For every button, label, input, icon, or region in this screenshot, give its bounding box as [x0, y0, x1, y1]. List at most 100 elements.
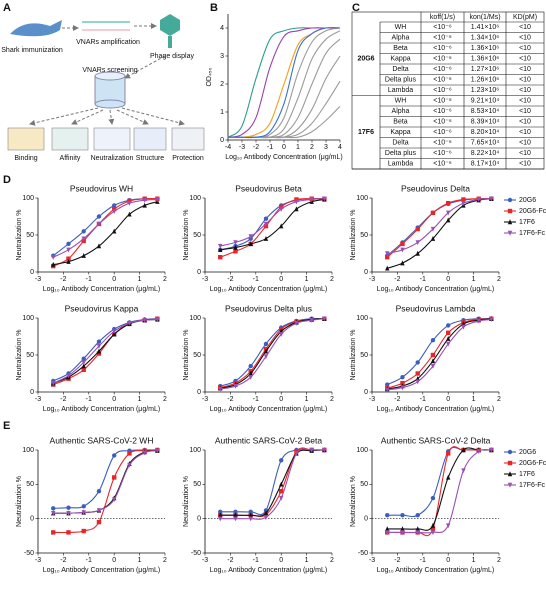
x-axis-label: Log₁₀ Antibody Concentration (μg/mL) — [43, 567, 160, 574]
data-point — [81, 229, 86, 234]
data-point — [248, 516, 253, 522]
data-point — [263, 221, 269, 227]
data-point — [218, 247, 223, 252]
legend-marker — [507, 482, 513, 488]
data-point — [415, 371, 420, 376]
panel-label: B — [210, 2, 218, 14]
chart-title: Pseudovirus Kappa — [65, 303, 139, 313]
data-point — [415, 360, 420, 365]
x-tick-label: -2 — [227, 276, 233, 283]
data-point — [127, 211, 132, 217]
data-point — [233, 516, 238, 522]
table-group: 17F6 — [358, 129, 374, 136]
data-point — [400, 260, 405, 266]
x-tick-label: 0 — [112, 276, 116, 283]
table-cell: <10 — [519, 108, 531, 115]
table-cell: 1.41×10⁶ — [471, 24, 499, 31]
y-tick-label: 50 — [193, 352, 201, 359]
data-point — [385, 530, 390, 536]
x-tick-label: 0 — [279, 276, 283, 283]
data-point — [96, 243, 102, 249]
legend-marker — [507, 219, 513, 225]
axis — [37, 198, 165, 273]
data-point — [66, 256, 71, 261]
series-line — [220, 198, 325, 247]
data-point — [127, 200, 132, 206]
table-cell: <10⁻⁶ — [433, 87, 452, 94]
y-axis-label: Neutralization % — [350, 330, 357, 381]
table-cell: Lambda — [388, 161, 413, 168]
table-cell: WH — [395, 24, 407, 31]
table-cell: 8.20×10⁴ — [471, 129, 500, 136]
x-tick-label: -2 — [60, 276, 66, 283]
data-point — [81, 504, 86, 509]
series-line — [53, 450, 158, 514]
y-tick-label: 50 — [360, 481, 368, 488]
data-point — [127, 451, 132, 456]
data-point — [489, 196, 494, 202]
series-line — [387, 448, 492, 534]
y-tick-label: 2 — [220, 81, 224, 88]
x-tick-label: 2 — [330, 396, 334, 403]
data-point — [218, 386, 223, 392]
data-point — [446, 200, 451, 206]
table-cell: <10⁻⁶ — [433, 140, 452, 147]
data-point — [461, 324, 466, 330]
y-axis-label: Neutralization % — [183, 476, 190, 527]
x-axis-label: Log₁₀ Antibody Concentration (μg/mL) — [210, 286, 327, 293]
data-point — [112, 497, 117, 503]
x-tick-label: -3 — [35, 557, 41, 564]
y-tick-label: 100 — [22, 315, 34, 322]
data-point — [233, 383, 238, 389]
data-point — [218, 255, 223, 260]
panel-label: D — [3, 174, 11, 186]
legend-marker — [507, 230, 513, 236]
data-point — [233, 244, 238, 250]
data-point — [446, 217, 451, 223]
data-point — [385, 526, 390, 532]
table-cell: Kappa — [390, 129, 410, 136]
chart-title: Pseudovirus WH — [70, 183, 133, 193]
data-point — [279, 223, 284, 229]
data-point — [461, 447, 466, 453]
data-point — [400, 385, 405, 391]
data-point — [96, 214, 102, 219]
data-point — [446, 210, 451, 216]
data-point — [430, 530, 436, 536]
table-cell: <10 — [519, 66, 531, 73]
data-point — [66, 373, 71, 379]
data-point — [476, 449, 481, 455]
series-line — [53, 449, 158, 534]
x-tick-label: 1 — [138, 396, 142, 403]
table-cell: 8.53×10⁴ — [471, 108, 500, 115]
arrow — [116, 109, 149, 125]
data-point — [400, 513, 405, 518]
legend-marker — [507, 471, 513, 477]
x-tick-label: 2 — [497, 396, 501, 403]
data-point — [66, 258, 71, 264]
table-cell: 1.27×10⁶ — [471, 66, 499, 73]
y-tick-label: 0 — [197, 269, 201, 276]
legend-label: 20G6 — [519, 197, 536, 204]
data-point — [385, 265, 390, 271]
table-cell: 1.26×10⁶ — [471, 77, 499, 84]
x-tick-label: -1 — [86, 276, 92, 283]
table-cell: <10⁻⁶ — [433, 56, 452, 63]
x-tick-label: -1 — [253, 557, 259, 564]
data-point — [446, 330, 451, 335]
data-point — [96, 348, 102, 354]
x-tick-label: 2 — [330, 276, 334, 283]
x-tick-label: 0 — [282, 144, 286, 151]
table-cell: <10 — [519, 129, 531, 136]
table-cell: Alpha — [392, 108, 410, 115]
x-tick-label: 1 — [305, 396, 309, 403]
data-point — [233, 249, 238, 254]
data-point — [112, 203, 117, 208]
data-point — [279, 489, 284, 494]
data-point — [294, 451, 299, 457]
table-cell: 1.23×10⁶ — [471, 87, 499, 94]
data-point — [155, 197, 160, 203]
x-tick-label: 0 — [112, 396, 116, 403]
x-axis-label: Log₁₀ Antibody Concentration (μg/mL) — [377, 567, 494, 574]
data-point — [81, 360, 86, 366]
